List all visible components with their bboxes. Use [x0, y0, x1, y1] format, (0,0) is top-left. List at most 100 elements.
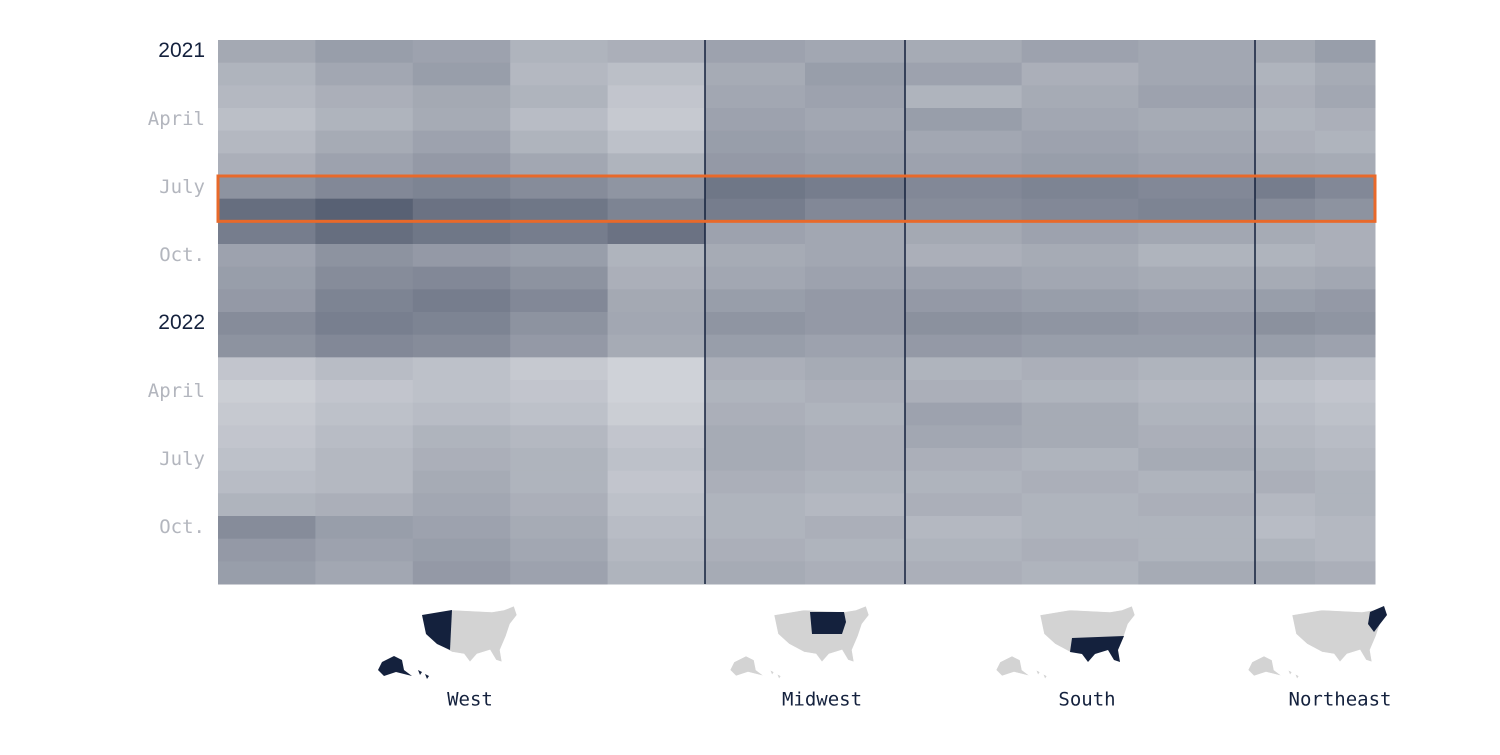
cell — [705, 380, 806, 404]
cell — [412, 538, 511, 562]
cell — [1315, 108, 1376, 132]
cell — [607, 516, 706, 540]
cell — [315, 289, 414, 313]
cell — [315, 153, 414, 177]
cell — [1138, 198, 1256, 222]
cell — [218, 402, 316, 426]
cell — [607, 334, 706, 358]
cell — [412, 516, 511, 540]
cell — [218, 221, 316, 245]
cell — [1138, 289, 1256, 313]
cell — [607, 402, 706, 426]
cell — [315, 62, 414, 86]
cell — [412, 470, 511, 494]
cell — [1315, 312, 1376, 336]
cell — [1255, 198, 1316, 222]
cell — [1138, 266, 1256, 290]
cell — [805, 357, 906, 381]
cell — [315, 176, 414, 200]
region-dividers — [704, 40, 1256, 584]
cell — [1138, 448, 1256, 472]
cell — [1315, 516, 1376, 540]
cell — [1021, 85, 1139, 109]
cell — [1255, 561, 1316, 585]
cell — [1021, 130, 1139, 154]
cell — [218, 380, 316, 404]
cell — [412, 130, 511, 154]
map-south — [995, 605, 1136, 680]
cell — [1315, 357, 1376, 381]
cell — [1138, 312, 1256, 336]
cell — [705, 538, 806, 562]
cell — [315, 357, 414, 381]
cell — [1138, 357, 1256, 381]
cell — [218, 538, 316, 562]
cell — [1315, 40, 1376, 64]
cell — [1021, 561, 1139, 585]
cell — [1138, 402, 1256, 426]
cell — [805, 266, 906, 290]
cell — [705, 153, 806, 177]
cell — [412, 493, 511, 517]
cell — [218, 85, 316, 109]
cell — [905, 493, 1023, 517]
cell — [607, 40, 706, 64]
cell — [315, 221, 414, 245]
cell — [1315, 221, 1376, 245]
cell — [315, 470, 414, 494]
cell — [1138, 244, 1256, 268]
cell — [705, 334, 806, 358]
cell — [905, 357, 1023, 381]
cell — [805, 561, 906, 585]
cell — [607, 221, 706, 245]
y-label: July — [159, 448, 205, 470]
cell — [705, 40, 806, 64]
map-west — [378, 605, 518, 679]
cell — [510, 561, 609, 585]
cell — [1138, 176, 1256, 200]
cell — [607, 448, 706, 472]
cell — [705, 312, 806, 336]
cell — [1138, 493, 1256, 517]
cell — [607, 493, 706, 517]
cell — [905, 312, 1023, 336]
cell — [1315, 130, 1376, 154]
cell — [1255, 357, 1316, 381]
cell — [1315, 85, 1376, 109]
cell — [1021, 334, 1139, 358]
cell — [412, 334, 511, 358]
cell — [607, 289, 706, 313]
cell — [905, 402, 1023, 426]
cell — [1138, 221, 1256, 245]
cell — [905, 153, 1023, 177]
cell — [510, 266, 609, 290]
cell — [218, 130, 316, 154]
cell — [1138, 85, 1256, 109]
cell — [705, 221, 806, 245]
cell — [510, 493, 609, 517]
cell — [1021, 153, 1139, 177]
cell — [1138, 516, 1256, 540]
cell — [315, 334, 414, 358]
cell — [1021, 380, 1139, 404]
cell — [1255, 153, 1316, 177]
y-label: 2021 — [158, 39, 205, 62]
cell — [1138, 561, 1256, 585]
cell — [1021, 108, 1139, 132]
cell — [607, 62, 706, 86]
cell — [510, 538, 609, 562]
cell — [1021, 221, 1139, 245]
y-label: April — [148, 380, 205, 402]
cell — [218, 289, 316, 313]
cell — [315, 40, 414, 64]
cell — [510, 516, 609, 540]
cell — [905, 380, 1023, 404]
cell — [805, 334, 906, 358]
cell — [805, 516, 906, 540]
cell — [705, 493, 806, 517]
cell — [218, 108, 316, 132]
cell — [1021, 538, 1139, 562]
cell — [805, 493, 906, 517]
cell — [218, 153, 316, 177]
cell — [607, 85, 706, 109]
